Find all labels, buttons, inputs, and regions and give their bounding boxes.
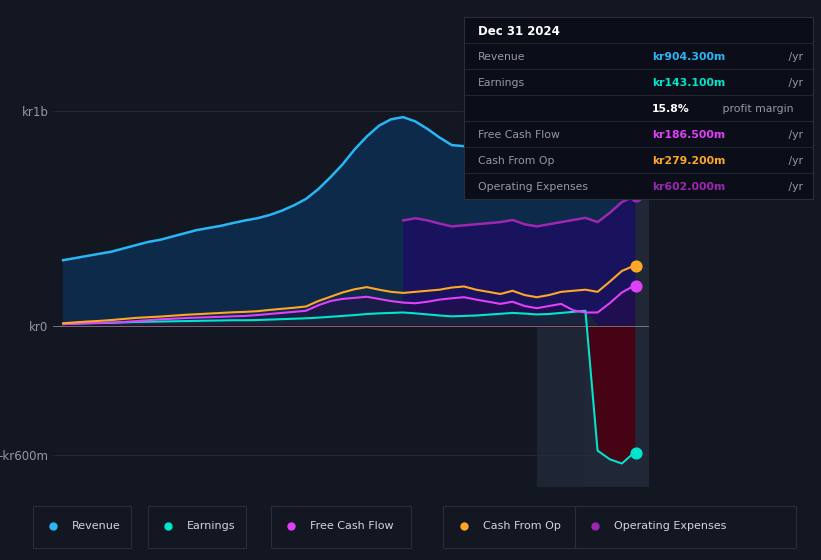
Text: /yr: /yr: [785, 182, 803, 192]
Text: /yr: /yr: [785, 52, 803, 62]
Text: profit margin: profit margin: [718, 104, 793, 114]
Point: [630, 449, 643, 458]
Text: Revenue: Revenue: [72, 521, 121, 531]
FancyBboxPatch shape: [443, 506, 575, 548]
Point: [630, 262, 643, 270]
Text: Earnings: Earnings: [187, 521, 236, 531]
Text: 15.8%: 15.8%: [653, 104, 690, 114]
Point: [630, 281, 643, 290]
Point: [630, 192, 643, 201]
Text: Operating Expenses: Operating Expenses: [614, 521, 727, 531]
Text: Free Cash Flow: Free Cash Flow: [478, 130, 560, 140]
Text: kr279.200m: kr279.200m: [653, 156, 726, 166]
Text: Free Cash Flow: Free Cash Flow: [310, 521, 394, 531]
Text: Revenue: Revenue: [478, 52, 525, 62]
Text: /yr: /yr: [785, 130, 803, 140]
Text: Earnings: Earnings: [478, 78, 525, 88]
Text: Dec 31 2024: Dec 31 2024: [478, 25, 560, 38]
Text: kr904.300m: kr904.300m: [653, 52, 726, 62]
Text: Operating Expenses: Operating Expenses: [478, 182, 588, 192]
FancyBboxPatch shape: [33, 506, 131, 548]
Bar: [585, 78, 649, 487]
Text: /yr: /yr: [785, 156, 803, 166]
Point: [630, 127, 643, 136]
FancyBboxPatch shape: [575, 506, 796, 548]
Text: kr602.000m: kr602.000m: [653, 182, 726, 192]
Text: kr186.500m: kr186.500m: [653, 130, 726, 140]
Text: Cash From Op: Cash From Op: [483, 521, 561, 531]
FancyBboxPatch shape: [271, 506, 410, 548]
Text: Cash From Op: Cash From Op: [478, 156, 554, 166]
FancyBboxPatch shape: [148, 506, 246, 548]
Text: /yr: /yr: [785, 78, 803, 88]
Bar: [537, 78, 649, 487]
Text: kr143.100m: kr143.100m: [653, 78, 726, 88]
